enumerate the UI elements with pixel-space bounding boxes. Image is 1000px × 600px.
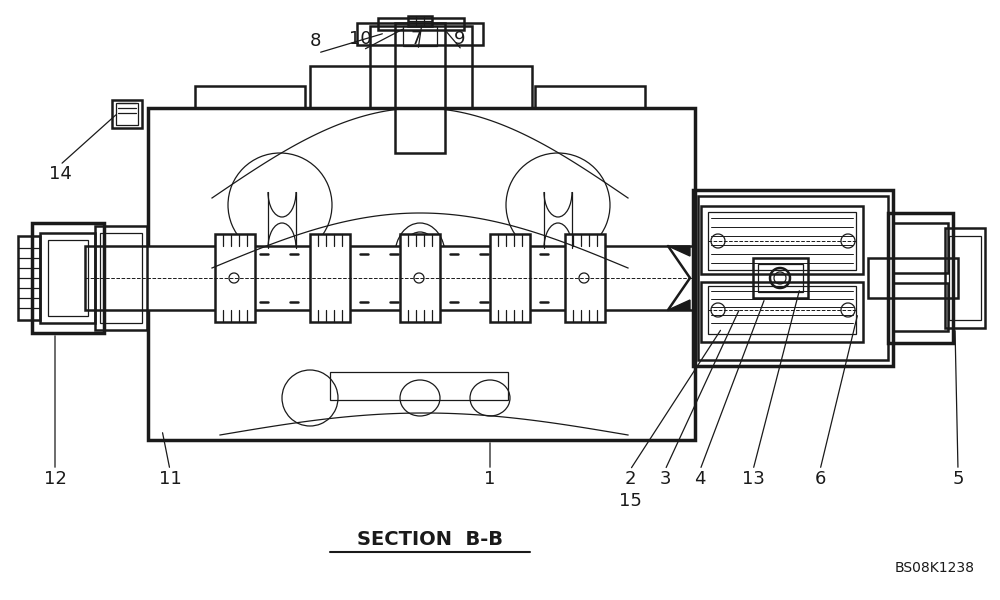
Bar [535,86,645,108]
Text: 8: 8 [309,32,321,50]
Bar [701,206,863,274]
Text: 10: 10 [349,30,371,48]
Text: 5: 5 [952,470,964,488]
Text: 4: 4 [694,470,706,488]
Bar [310,66,532,108]
Bar [195,86,305,108]
Bar [48,240,88,316]
Bar [949,236,981,320]
Bar [400,234,440,322]
Bar [490,234,530,322]
Bar [330,372,508,400]
Text: 6: 6 [814,470,826,488]
Text: 9: 9 [454,30,466,48]
Bar [357,23,483,45]
Bar [693,190,893,366]
Bar [95,226,147,330]
Bar [18,236,40,320]
Bar [148,108,695,440]
Bar [116,103,138,125]
Bar [893,223,948,273]
Bar [32,223,104,333]
Text: 11: 11 [159,470,181,488]
Text: 12: 12 [44,470,66,488]
Text: 2: 2 [624,470,636,488]
Bar [40,233,95,323]
Bar [85,246,695,310]
Text: 14: 14 [49,165,71,183]
Text: 1: 1 [484,470,496,488]
Text: 15: 15 [619,492,641,510]
Bar [403,26,437,46]
Text: BS08K1238: BS08K1238 [895,561,975,575]
Polygon shape [668,246,690,256]
Bar [701,282,863,342]
Polygon shape [668,300,690,310]
Bar [868,258,958,298]
Bar [310,234,350,322]
Bar [378,18,464,30]
Bar [708,286,856,334]
Bar [893,283,948,331]
Text: 13: 13 [742,470,764,488]
Text: SECTION  B-B: SECTION B-B [357,530,503,549]
Bar [395,23,445,153]
Bar [708,212,856,270]
Bar [370,26,472,108]
Text: 7: 7 [410,30,422,48]
Bar [215,234,255,322]
Bar [112,100,142,128]
Bar [753,258,808,298]
Bar [888,213,953,343]
Bar [758,264,803,292]
Bar [565,234,605,322]
Bar [945,228,985,328]
Text: 3: 3 [659,470,671,488]
Bar [408,16,432,26]
Bar [100,233,142,323]
Bar [698,196,888,360]
